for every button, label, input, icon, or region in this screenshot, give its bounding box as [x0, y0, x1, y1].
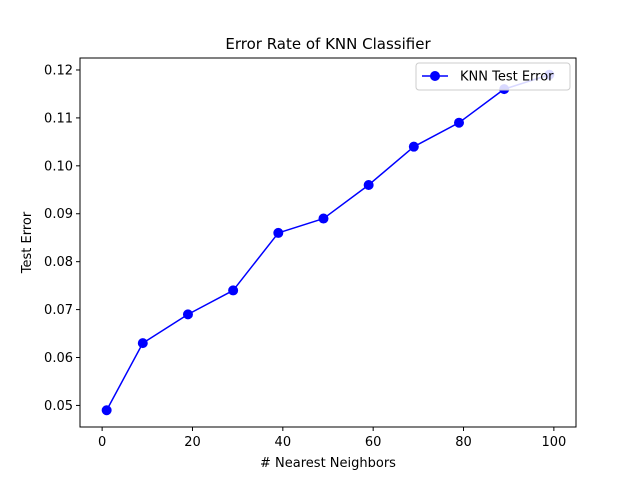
y-tick-label: 0.10 — [44, 159, 73, 174]
x-tick-label: 60 — [365, 435, 382, 450]
y-axis: 0.05 0.06 0.07 0.08 0.09 0.10 0.11 0.12 — [44, 63, 80, 414]
x-tick-label: 100 — [541, 435, 566, 450]
y-tick-label: 0.11 — [44, 111, 73, 126]
data-point — [228, 285, 239, 296]
x-tick-label: 80 — [455, 435, 472, 450]
data-point — [182, 309, 193, 320]
chart-title: Error Rate of KNN Classifier — [225, 35, 431, 53]
legend-marker-swatch — [430, 71, 440, 81]
legend-box — [415, 62, 571, 91]
data-point — [273, 227, 284, 238]
data-point — [408, 141, 419, 152]
x-tick-label: 20 — [184, 435, 201, 450]
x-tick-label: 0 — [98, 435, 106, 450]
y-tick-label: 0.09 — [44, 207, 73, 222]
y-tick-label: 0.06 — [44, 351, 73, 366]
legend: KNN Test Error — [415, 62, 571, 91]
legend-label: KNN Test Error — [460, 70, 554, 85]
y-tick-label: 0.05 — [44, 399, 73, 414]
x-axis: 0 20 40 60 80 100 — [98, 427, 566, 450]
y-tick-label: 0.12 — [44, 63, 73, 78]
x-axis-title: # Nearest Neighbors — [260, 456, 396, 471]
plot-frame — [79, 57, 577, 428]
x-tick-label: 40 — [275, 435, 292, 450]
data-point — [101, 405, 112, 416]
y-tick-label: 0.08 — [44, 255, 73, 270]
series-layer — [101, 69, 555, 416]
y-axis-title: Test Error — [20, 211, 35, 274]
data-point — [363, 179, 374, 190]
data-point — [318, 213, 329, 224]
y-tick-label: 0.07 — [44, 303, 73, 318]
data-point — [454, 117, 465, 128]
data-point — [137, 338, 148, 349]
